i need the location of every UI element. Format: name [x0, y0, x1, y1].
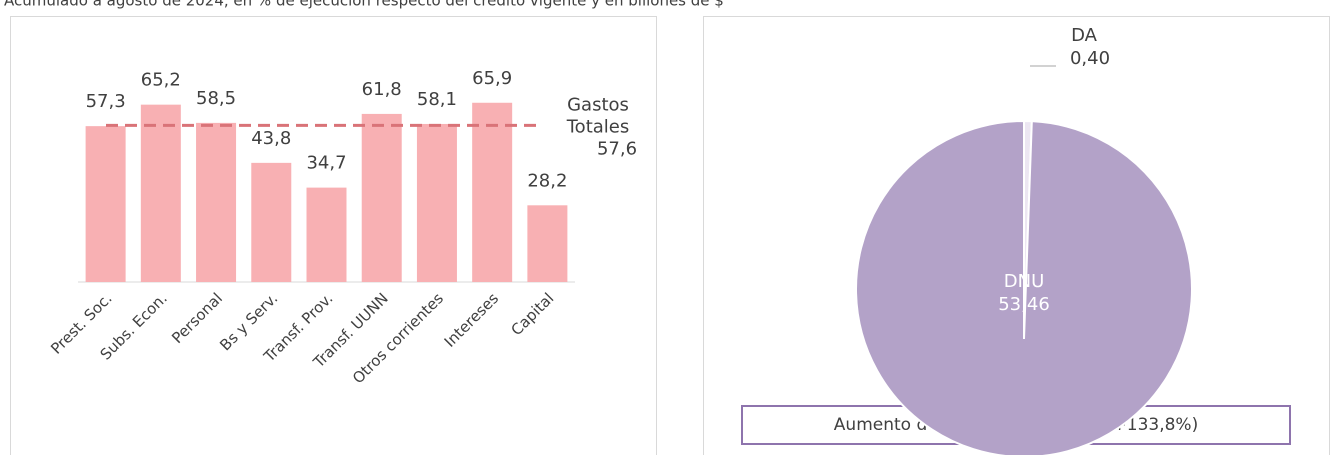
bar [527, 205, 568, 282]
bar [251, 162, 292, 282]
bar [472, 102, 513, 282]
value-label: 34,7 [306, 153, 346, 174]
value-label: 57,3 [86, 91, 126, 112]
value-label: 58,5 [196, 88, 236, 109]
value-label: 43,8 [251, 128, 291, 149]
pie-label: DA [1071, 25, 1098, 46]
pie-slice [855, 119, 1193, 455]
bar [361, 113, 402, 283]
value-label: 65,2 [141, 70, 181, 91]
pie-label: DNU [1004, 271, 1045, 292]
x-tick-label: Capital [507, 289, 557, 339]
value-label: 61,8 [362, 79, 402, 100]
subtitle: Acumulado a agosto de 2024, en % de ejec… [4, 0, 724, 10]
reference-label: Gastos Totales [566, 94, 630, 137]
pie-value: 0,40 [1070, 48, 1110, 69]
value-label: 28,2 [527, 170, 567, 191]
value-label: 58,1 [417, 89, 457, 110]
reference-value: 57,6 [597, 138, 637, 159]
bar [85, 126, 126, 282]
bar [196, 122, 237, 282]
x-tick-label: Personal [168, 289, 226, 347]
value-label: 65,9 [472, 68, 512, 89]
x-tick-label: Intereses [441, 289, 503, 351]
left-panel [10, 16, 657, 455]
bar [140, 104, 181, 282]
pie-value: 53,46 [998, 294, 1050, 315]
right-panel [703, 16, 1330, 455]
bar [416, 123, 457, 282]
bar [306, 187, 347, 282]
